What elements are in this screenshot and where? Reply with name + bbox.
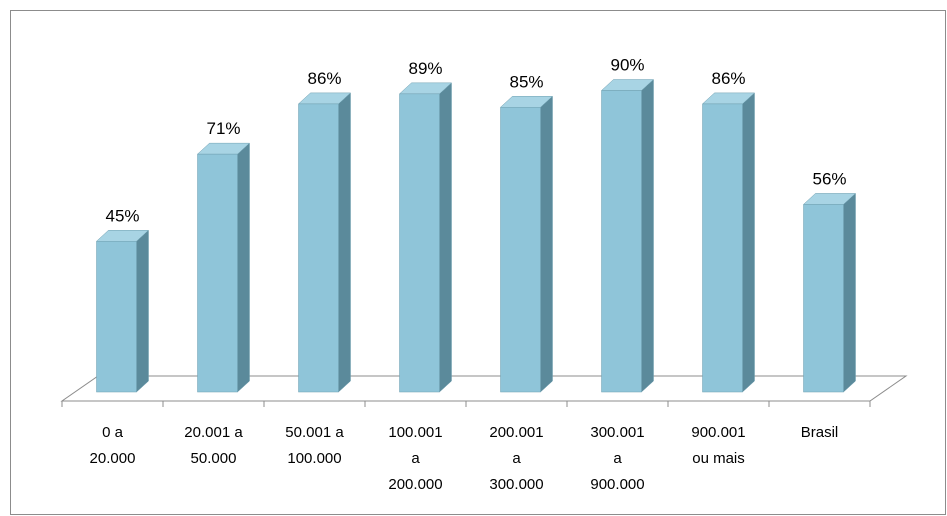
category-label: 300.001 a 900.000 [590, 424, 644, 493]
bar-front-face [803, 204, 844, 393]
bar-side-face [237, 142, 250, 393]
category-label-line: 900.001 [691, 424, 745, 441]
bar [600, 78, 655, 393]
category-label: Brasil [801, 424, 839, 441]
bar-front-face [96, 241, 137, 393]
bar-side-face [439, 82, 452, 393]
data-label: 89% [408, 59, 442, 78]
bar-side-face [843, 192, 856, 393]
data-label: 45% [105, 206, 139, 225]
bar [398, 82, 453, 393]
category-label-line: 50.000 [191, 450, 237, 467]
bar-front-face [298, 103, 339, 393]
category-label-line: Brasil [801, 424, 839, 441]
bar-side-face [136, 229, 149, 393]
x-axis-tick-labels: 0 a 20.000 20.001 a 50.000 50.001 a 100.000 10… [90, 424, 839, 493]
bar-side-face [742, 92, 755, 393]
bar-front-face [399, 93, 440, 393]
category-label-line: 0 a [102, 424, 124, 441]
bar [802, 192, 857, 393]
bar-front-face [197, 153, 238, 393]
category-label-line: 900.000 [590, 476, 644, 493]
category-label: 50.001 a 100.000 [285, 424, 344, 467]
bar [95, 229, 150, 393]
category-label-line: 100.001 [388, 424, 442, 441]
category-label: 900.001 ou mais [691, 424, 745, 467]
category-label-line: 300.000 [489, 476, 543, 493]
bar [297, 92, 352, 393]
data-label: 86% [711, 69, 745, 88]
category-label-line: a [512, 450, 521, 467]
bar-side-face [338, 92, 351, 393]
bar-front-face [601, 90, 642, 393]
category-label-line: 300.001 [590, 424, 644, 441]
bar-front-face [702, 103, 743, 393]
bars-group [95, 78, 857, 393]
chart-floor [60, 375, 908, 407]
floor-plane [60, 375, 908, 402]
data-label: 90% [610, 56, 644, 75]
category-label: 100.001 a 200.000 [388, 424, 442, 493]
category-label: 20.001 a 50.000 [184, 424, 243, 467]
category-label-line: 200.000 [388, 476, 442, 493]
category-label: 200.001 a 300.000 [489, 424, 543, 493]
data-label: 85% [509, 72, 543, 91]
chart-frame [10, 10, 946, 515]
data-label: 86% [307, 69, 341, 88]
bar-side-face [641, 78, 654, 393]
bar [701, 92, 756, 393]
category-label-line: 50.001 a [285, 424, 344, 441]
data-label: 71% [206, 119, 240, 138]
category-label-line: a [613, 450, 622, 467]
category-label-line: ou mais [692, 450, 745, 467]
category-label-line: 20.000 [90, 450, 136, 467]
category-label-line: 20.001 a [184, 424, 243, 441]
bar-front-face [500, 107, 541, 393]
bar [499, 95, 554, 393]
bar [196, 142, 251, 393]
category-label-line: 100.000 [287, 450, 341, 467]
category-label-line: a [411, 450, 420, 467]
category-label-line: 200.001 [489, 424, 543, 441]
category-label: 0 a 20.000 [90, 424, 136, 467]
bar-side-face [540, 95, 553, 393]
data-label: 56% [812, 169, 846, 188]
data-labels-group: 45% 71% 86% 89% 85% 90% 86% 56% [105, 56, 846, 226]
